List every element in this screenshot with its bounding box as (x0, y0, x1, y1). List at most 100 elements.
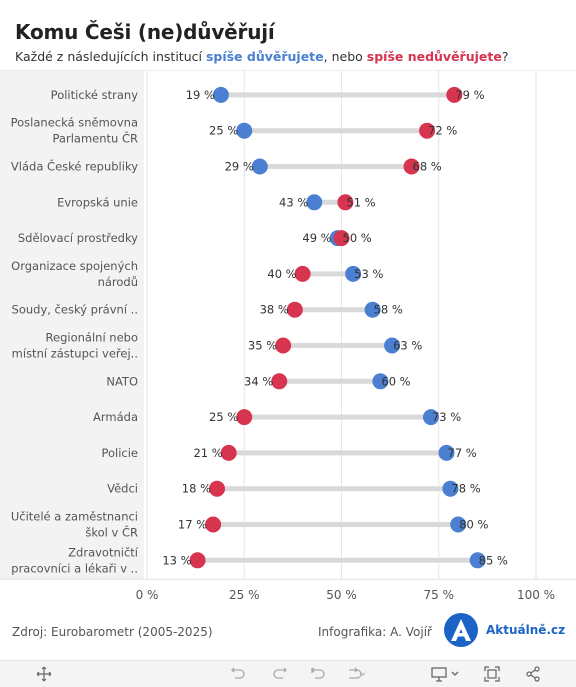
trust-point (345, 265, 362, 282)
category-label: Regionální nebo (46, 331, 138, 345)
value-label: 43 % (279, 195, 308, 209)
category-label: Policie (101, 446, 138, 460)
category-label: Parlamentu ČR (53, 131, 138, 146)
x-tick-label: 50 % (326, 588, 357, 602)
distrust-point (294, 265, 311, 282)
value-label: 63 % (393, 339, 422, 353)
distrust-point (337, 194, 354, 211)
category-label: Politické strany (51, 88, 139, 102)
trust-point (450, 516, 467, 533)
distrust-point (220, 444, 237, 461)
value-label: 78 % (451, 482, 480, 496)
logo-text: Aktuálně.cz (486, 623, 566, 637)
category-label: místní zástupci veřej.. (12, 347, 138, 361)
category-label: Soudy, český právní .. (12, 303, 138, 317)
trust-point (384, 337, 401, 354)
dumbbell-chart: 0 % 25 % 50 % 75 % 100 % Politické strany 19 %… (0, 70, 576, 602)
distrust-point (236, 409, 253, 426)
value-label: 51 % (346, 195, 375, 209)
value-label: 19 % (186, 88, 215, 102)
subtitle-distrust: spíše nedůvěřujete (366, 49, 502, 64)
value-label: 79 % (455, 88, 484, 102)
category-label: Zdravotničtí (68, 545, 139, 559)
category-label: národů (98, 275, 138, 289)
distrust-point (275, 337, 292, 354)
trust-point (442, 480, 459, 497)
share-view-icon[interactable] (430, 664, 462, 684)
category-label: Poslanecká sněmovna (11, 116, 138, 130)
refresh-icon[interactable] (344, 664, 366, 684)
value-label: 40 % (267, 267, 296, 281)
trust-point (306, 194, 323, 211)
trust-point (236, 122, 253, 139)
trust-point (364, 301, 381, 318)
value-label: 77 % (448, 446, 477, 460)
aktualne-logo[interactable]: Aktuálně.cz (444, 613, 565, 647)
value-label: 49 % (302, 231, 331, 245)
value-label: 35 % (248, 339, 277, 353)
category-label: Sdělovací prostředky (18, 231, 138, 245)
logo-circle (444, 613, 478, 647)
distrust-point (286, 301, 303, 318)
trust-point (212, 86, 229, 103)
category-label: škol v ČR (85, 525, 138, 540)
value-label: 58 % (374, 303, 403, 317)
category-label: Vláda České republiky (11, 159, 138, 174)
viz-toolbar (0, 660, 576, 687)
distrust-point (419, 122, 436, 139)
value-label: 34 % (244, 374, 273, 388)
value-label: 72 % (428, 124, 457, 138)
trust-point (422, 409, 439, 426)
value-label: 18 % (182, 482, 211, 496)
distrust-point (205, 516, 222, 533)
undo-icon[interactable] (228, 664, 248, 684)
value-label: 38 % (260, 303, 289, 317)
distrust-point (446, 86, 463, 103)
chart-title: Komu Češi (ne)důvěřují (15, 20, 275, 44)
subtitle-suffix: ? (501, 49, 509, 64)
value-label: 13 % (162, 553, 191, 567)
value-label: 85 % (479, 553, 508, 567)
x-tick-label: 0 % (136, 588, 159, 602)
value-label: 29 % (225, 160, 254, 174)
value-label: 25 % (209, 124, 238, 138)
fullscreen-icon[interactable] (482, 664, 502, 684)
logo-a-mark (451, 619, 471, 641)
value-label: 73 % (432, 410, 461, 424)
trust-point (438, 444, 455, 461)
distrust-point (333, 230, 350, 247)
category-label: NATO (106, 374, 138, 388)
value-label: 17 % (178, 518, 207, 532)
share-icon[interactable] (523, 664, 543, 684)
subtitle-trust: spíše důvěřujete (205, 49, 324, 64)
value-label: 53 % (354, 267, 383, 281)
subtitle-mid: , nebo (323, 49, 367, 64)
x-tick-label: 75 % (424, 588, 455, 602)
category-label: Učitelé a zaměstnanci (11, 510, 138, 524)
trust-point (469, 552, 486, 569)
trust-point (372, 373, 389, 390)
credit-note: Infografika: A. Vojíř (318, 625, 432, 639)
value-label: 25 % (209, 410, 238, 424)
revert-icon[interactable] (308, 664, 328, 684)
x-tick-label: 25 % (229, 588, 260, 602)
category-label: Armáda (93, 410, 138, 424)
distrust-point (209, 480, 226, 497)
source-note: Zdroj: Eurobarometr (2005-2025) (12, 625, 213, 639)
category-label: Vědci (107, 482, 138, 496)
distrust-point (271, 373, 288, 390)
value-label: 21 % (193, 446, 222, 460)
x-tick-label: 100 % (517, 588, 555, 602)
category-label: Evropská unie (57, 195, 138, 209)
value-label: 68 % (413, 160, 442, 174)
category-label: Organizace spojených (11, 259, 138, 273)
trust-point (251, 158, 268, 175)
redo-icon[interactable] (270, 664, 290, 684)
value-label: 80 % (459, 518, 488, 532)
move-icon[interactable] (34, 664, 54, 684)
category-label: pracovníci a lékaři v .. (11, 561, 138, 575)
subtitle-prefix: Každé z následujících institucí (15, 49, 206, 64)
value-label: 50 % (343, 231, 372, 245)
distrust-point (189, 552, 206, 569)
label-panel (0, 70, 144, 580)
